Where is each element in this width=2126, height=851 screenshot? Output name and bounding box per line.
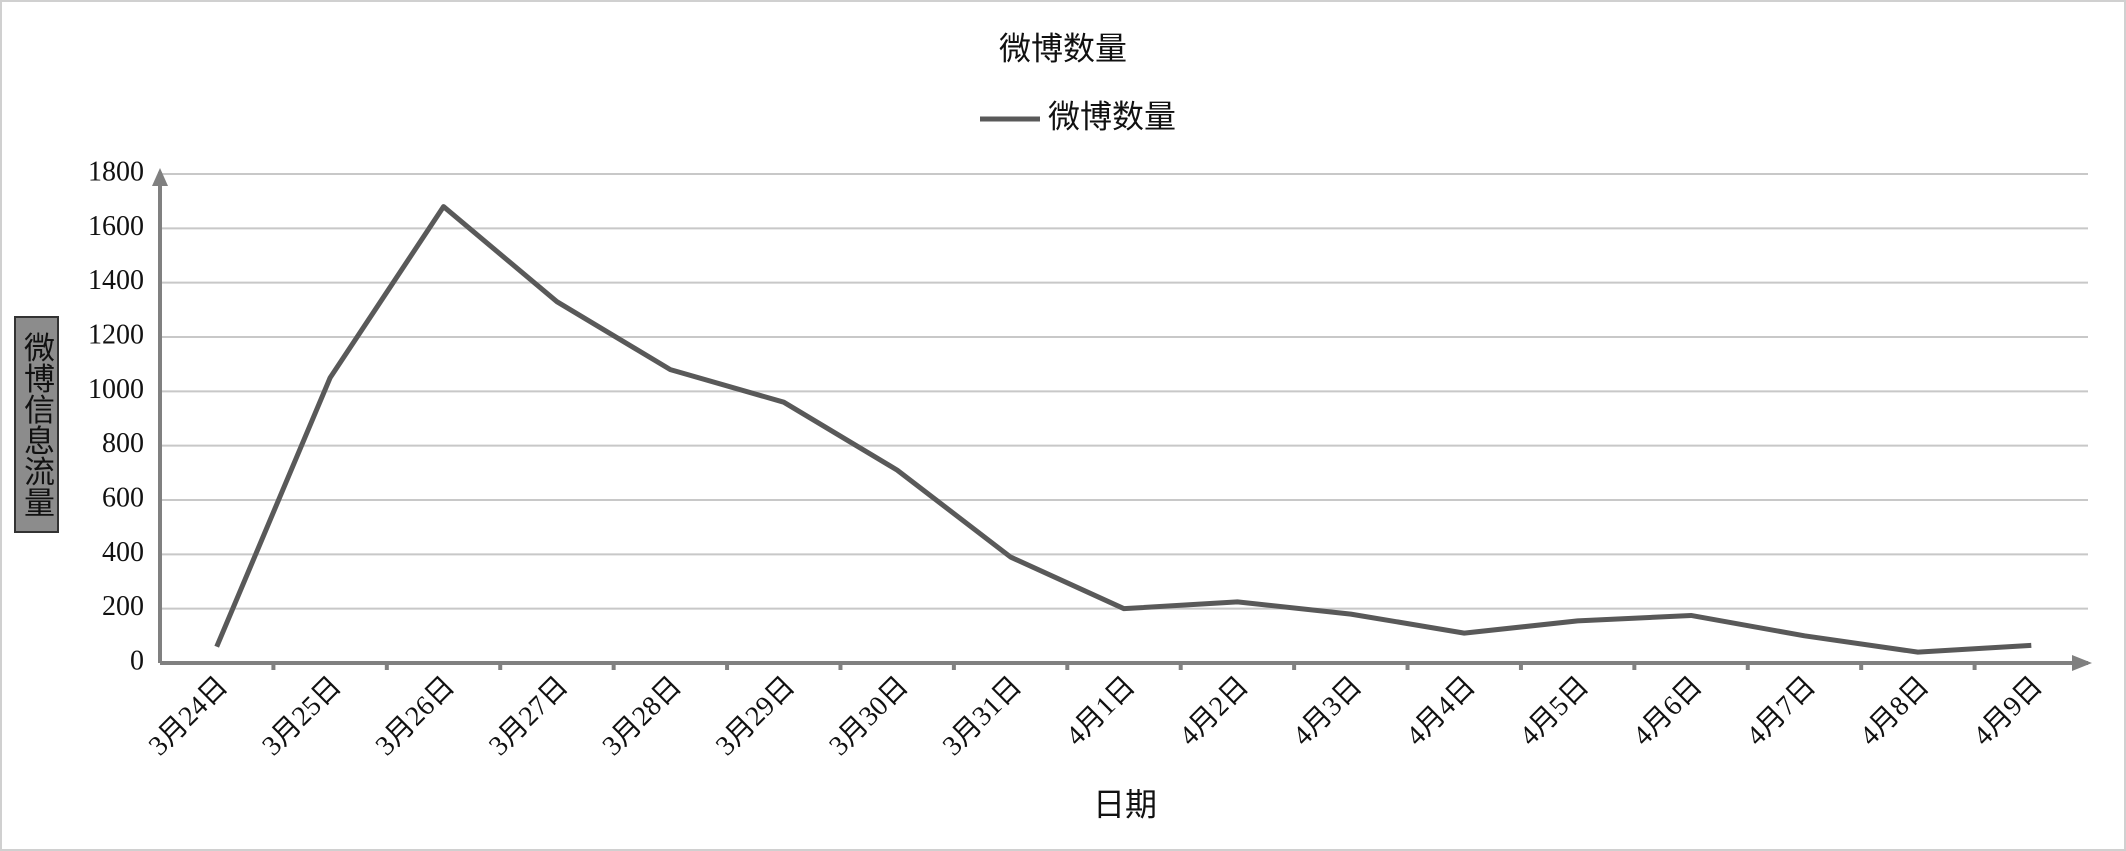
y-axis-arrow: [152, 168, 168, 186]
y-tick-label: 1400: [88, 265, 144, 296]
y-axis-label-box: [14, 316, 59, 533]
x-axis-arrow: [2072, 655, 2092, 671]
y-tick-label: 0: [130, 645, 144, 676]
y-tick-label: 600: [102, 482, 144, 513]
y-tick-label: 1200: [88, 319, 144, 350]
y-axis-label: 微博信息流量: [19, 332, 55, 518]
x-axis-label: 日期: [1093, 786, 1157, 822]
chart-title: 微博数量: [999, 30, 1127, 66]
y-tick-label: 400: [102, 537, 144, 568]
y-tick-label: 800: [102, 428, 144, 459]
y-tick-label: 1600: [88, 211, 144, 242]
legend-label: 微博数量: [1048, 98, 1176, 134]
data-line: [214, 204, 2032, 655]
y-tick-label: 1000: [88, 374, 144, 405]
y-tick-label: 1800: [88, 156, 144, 187]
y-tick-label: 200: [102, 591, 144, 622]
